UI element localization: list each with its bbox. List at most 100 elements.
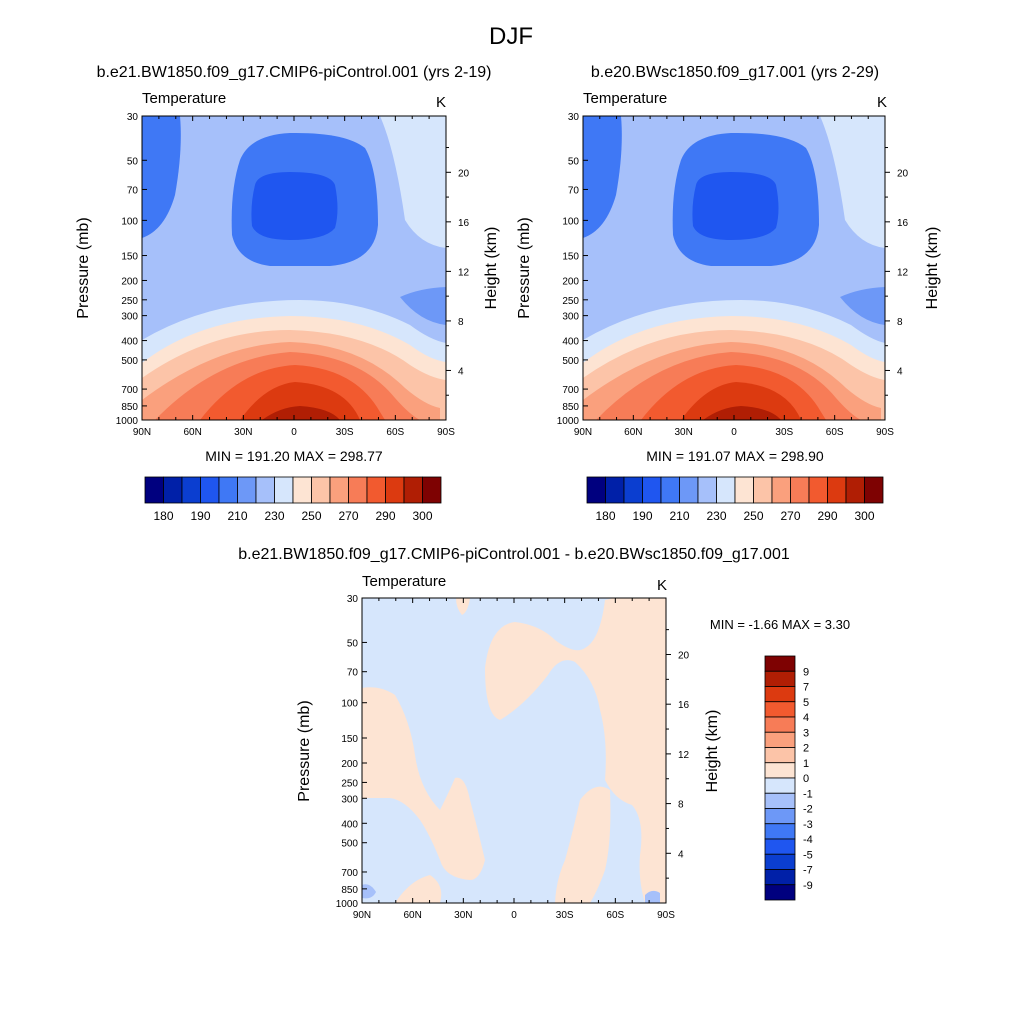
contour-field xyxy=(142,116,446,420)
x-tick-label: 60N xyxy=(624,427,642,438)
colorbar-swatch xyxy=(697,476,717,504)
min-max-label: MIN = 191.07 MAX = 298.90 xyxy=(646,448,824,464)
colorbar-swatch xyxy=(764,869,796,886)
y2-tick-label: 20 xyxy=(678,650,690,661)
colorbar-swatch xyxy=(385,476,405,504)
y-tick-label: 400 xyxy=(562,337,579,348)
x-tick-label: 90S xyxy=(657,910,675,921)
x-tick-label: 30N xyxy=(454,910,472,921)
x-tick-label: 0 xyxy=(731,427,737,438)
colorbar-label: 250 xyxy=(743,509,763,523)
y-tick-label: 200 xyxy=(121,276,138,287)
contour-field xyxy=(362,598,666,903)
panel-title: b.e20.BWsc1850.f09_g17.001 (yrs 2-29) xyxy=(591,64,879,81)
y-tick-label: 400 xyxy=(121,337,138,348)
y-tick-label: 1000 xyxy=(557,416,580,427)
colorbar-swatch xyxy=(642,476,662,504)
colorbar-swatch xyxy=(764,792,796,809)
y2-tick-label: 4 xyxy=(458,366,464,377)
field-label: Temperature xyxy=(362,573,446,590)
colorbar-swatch xyxy=(734,476,754,504)
y-axis-right: 20 16 12 8 4 xyxy=(446,147,470,396)
y-axis-label: Pressure (mb) xyxy=(516,217,533,318)
x-tick-label: 90N xyxy=(133,427,151,438)
x-tick-label: 30N xyxy=(674,427,692,438)
y2-tick-label: 20 xyxy=(458,168,470,179)
x-tick-label: 60N xyxy=(183,427,201,438)
colorbar-label: 0 xyxy=(803,773,809,785)
colorbar-label: 7 xyxy=(803,682,809,694)
x-tick-label: 30S xyxy=(775,427,793,438)
x-tick-label: 30S xyxy=(336,427,354,438)
colorbar-swatch xyxy=(163,476,183,504)
colorbar-swatch xyxy=(311,476,331,504)
colorbar-label: 180 xyxy=(153,509,173,523)
colorbar-label: 3 xyxy=(803,727,809,739)
colorbar-label: -1 xyxy=(803,788,813,800)
colorbar-label: 210 xyxy=(669,509,689,523)
y-tick-label: 850 xyxy=(341,885,358,896)
panel-case1: b.e21.BW1850.f09_g17.CMIP6-piControl.001… xyxy=(75,64,500,523)
field-label: Temperature xyxy=(583,90,667,107)
colorbar-swatch xyxy=(329,476,349,504)
colorbar: 180 190 210 230 250 270 290 300 xyxy=(586,476,884,523)
x-axis: 90N 60N 30N 0 30S 60S 90S xyxy=(574,116,894,438)
y-tick-label: 70 xyxy=(127,185,139,196)
y-tick-label: 50 xyxy=(347,638,359,649)
colorbar-swatch xyxy=(292,476,312,504)
colorbar: 180 190 210 230 250 270 290 300 xyxy=(144,476,442,523)
field-label: Temperature xyxy=(142,90,226,107)
y-tick-label: 100 xyxy=(121,216,138,227)
colorbar-swatch xyxy=(771,476,791,504)
colorbar-swatch xyxy=(845,476,865,504)
colorbar-label: 270 xyxy=(780,509,800,523)
colorbar-swatch xyxy=(623,476,643,504)
y-tick-label: 1000 xyxy=(116,416,139,427)
y2-axis-label: Height (km) xyxy=(483,227,500,310)
y2-tick-label: 20 xyxy=(897,168,909,179)
y-tick-label: 30 xyxy=(127,112,139,123)
x-tick-label: 90S xyxy=(876,427,894,438)
y-tick-label: 700 xyxy=(341,868,358,879)
y-axis-right: 20 16 12 8 4 xyxy=(666,629,690,879)
colorbar-label: -9 xyxy=(803,880,813,892)
colorbar-label: 2 xyxy=(803,743,809,755)
y-tick-label: 700 xyxy=(562,385,579,396)
colorbar-swatch xyxy=(716,476,736,504)
y-tick-label: 250 xyxy=(562,296,579,307)
x-tick-label: 0 xyxy=(291,427,297,438)
y-tick-label: 30 xyxy=(347,594,359,605)
y-tick-label: 200 xyxy=(341,759,358,770)
colorbar-swatch xyxy=(679,476,699,504)
colorbar-swatch xyxy=(764,838,796,855)
y-tick-label: 300 xyxy=(562,312,579,323)
colorbar-label: 230 xyxy=(706,509,726,523)
y-tick-label: 850 xyxy=(562,402,579,413)
y2-axis-label: Height (km) xyxy=(924,227,941,310)
y-tick-label: 50 xyxy=(127,156,139,167)
colorbar-label: 1 xyxy=(803,758,809,770)
colorbar-swatch xyxy=(764,670,796,687)
colorbar-swatch xyxy=(366,476,386,504)
y2-axis-label: Height (km) xyxy=(704,710,721,793)
y-axis-left: 30 50 70 100 150 200 250 300 400 500 700 850 1000 xyxy=(116,112,147,427)
y2-tick-label: 8 xyxy=(678,800,684,811)
colorbar-swatch xyxy=(422,476,442,504)
y-tick-label: 200 xyxy=(562,276,579,287)
colorbar-label: 190 xyxy=(190,509,210,523)
colorbar-label: 230 xyxy=(264,509,284,523)
colorbar-swatch xyxy=(764,747,796,764)
y2-tick-label: 16 xyxy=(458,218,470,229)
y-tick-label: 300 xyxy=(121,312,138,323)
panel-diff: b.e21.BW1850.f09_g17.CMIP6-piControl.001… xyxy=(238,546,850,921)
colorbar-label: 300 xyxy=(854,509,874,523)
y2-tick-label: 4 xyxy=(897,366,903,377)
colorbar-swatch xyxy=(764,701,796,718)
colorbar-swatch xyxy=(237,476,257,504)
y2-tick-label: 16 xyxy=(897,218,909,229)
units-label: K xyxy=(436,94,446,111)
panel-case2: b.e20.BWsc1850.f09_g17.001 (yrs 2-29) Te… xyxy=(516,64,941,523)
colorbar-swatch xyxy=(864,476,884,504)
y-tick-label: 500 xyxy=(121,356,138,367)
colorbar-swatch xyxy=(200,476,220,504)
